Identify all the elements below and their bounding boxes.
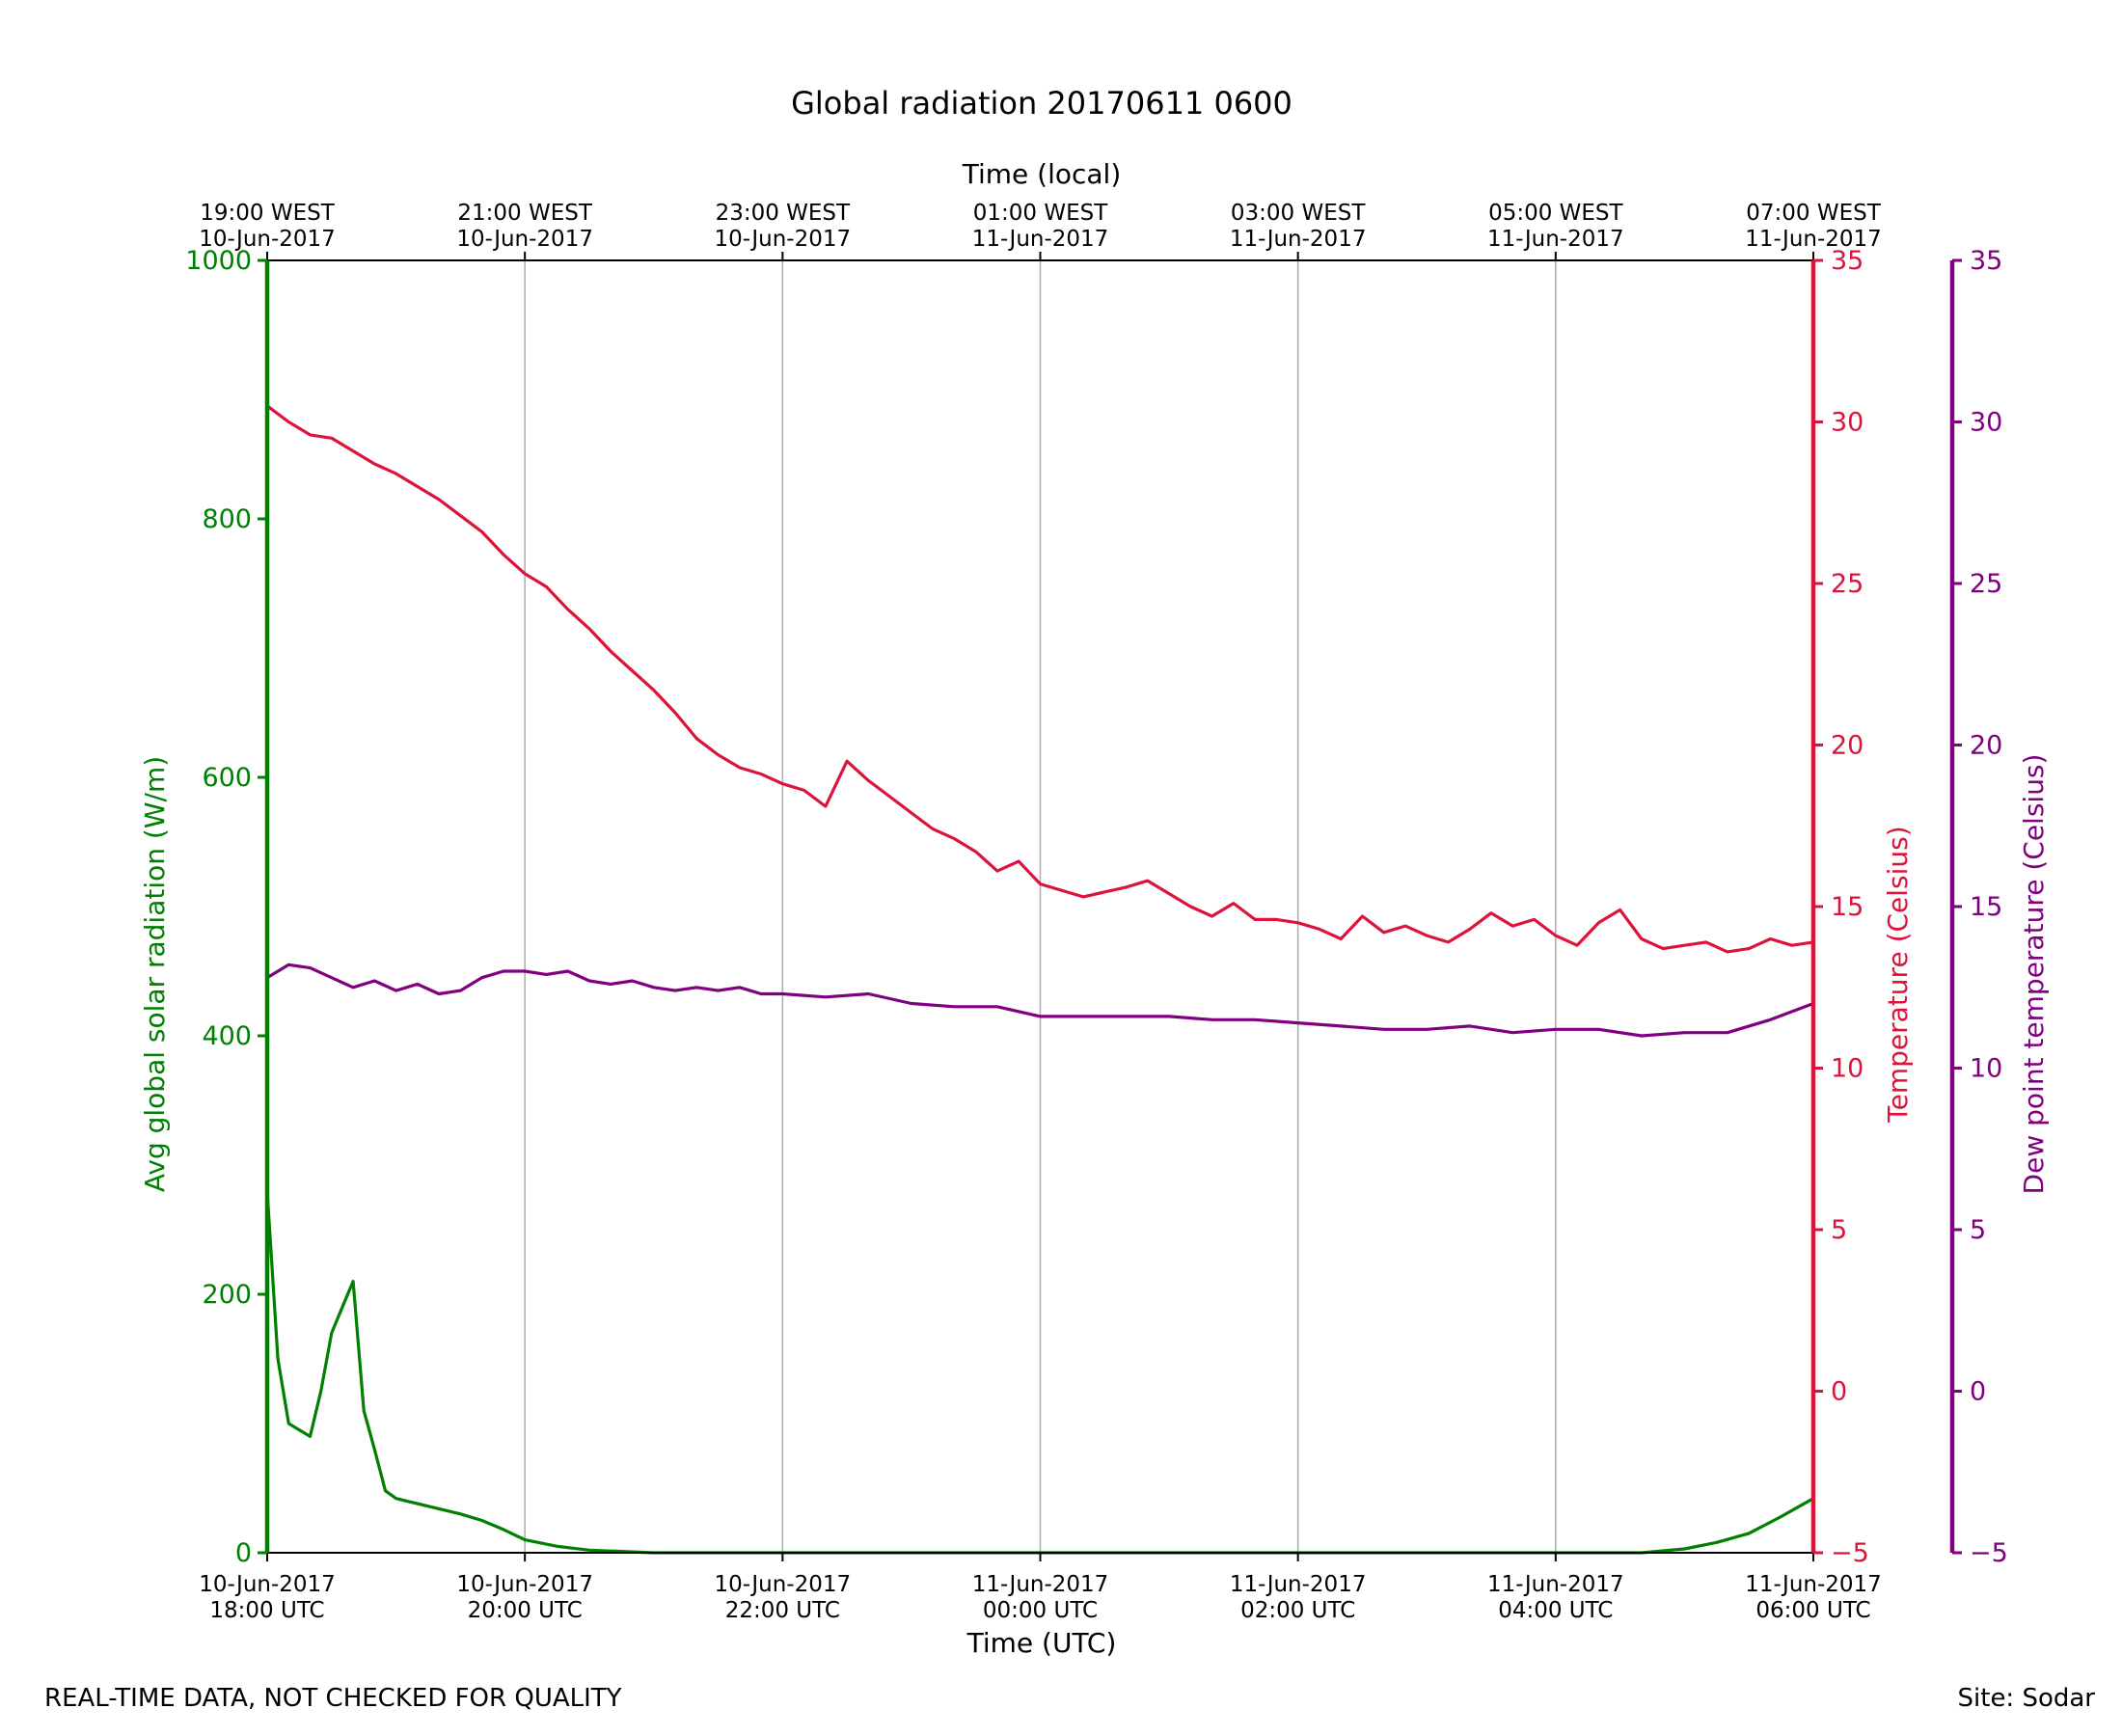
y-axis-dewpoint-label: Dew point temperature (Celsius) [2018, 754, 2050, 1195]
x-tick-label-utc-time: 00:00 UTC [983, 1598, 1098, 1623]
y-tick-label-dewpoint: 5 [1970, 1215, 1986, 1245]
y-tick-label-dewpoint: 35 [1970, 246, 2002, 276]
x-tick-label-utc-time: 06:00 UTC [1755, 1598, 1870, 1623]
y-tick-label-temperature: 30 [1831, 408, 1864, 438]
x-tick-label-local-date: 11-Jun-2017 [1487, 227, 1624, 252]
y-tick-label-temperature: 35 [1831, 246, 1864, 276]
y-tick-label-radiation: 600 [202, 763, 252, 793]
series-line-temperature [265, 404, 1815, 954]
x-tick-label-local-time: 21:00 WEST [457, 201, 592, 226]
y-tick-label-dewpoint: −5 [1970, 1538, 2008, 1568]
y-tick-label-dewpoint: 30 [1970, 408, 2002, 438]
y-tick-label-radiation: 800 [202, 504, 252, 534]
x-tick-label-local-time: 23:00 WEST [716, 201, 851, 226]
y-tick-label-dewpoint: 15 [1970, 892, 2002, 922]
x-tick-label-utc-date: 11-Jun-2017 [1230, 1572, 1367, 1597]
y-tick-label-radiation: 0 [235, 1538, 252, 1568]
y-tick-label-temperature: 25 [1831, 569, 1864, 599]
y-tick-label-temperature: 0 [1831, 1377, 1847, 1407]
y-tick-label-temperature: 15 [1831, 892, 1864, 922]
x-tick-label-local-date: 10-Jun-2017 [715, 227, 852, 252]
x-tick-label-local-time: 05:00 WEST [1488, 201, 1623, 226]
x-tick-label-local-date: 10-Jun-2017 [456, 227, 593, 252]
y-tick-label-radiation: 400 [202, 1021, 252, 1051]
site-label: Site: Sodar [1957, 1684, 2095, 1713]
x-tick-label-utc-date: 11-Jun-2017 [1487, 1572, 1624, 1597]
y-tick-label-temperature: 20 [1831, 731, 1864, 761]
x-tick-label-utc-date: 11-Jun-2017 [972, 1572, 1109, 1597]
x-tick-label-utc-date: 10-Jun-2017 [456, 1572, 593, 1597]
series-line-dewpoint [265, 963, 1815, 1038]
y-tick-label-temperature: −5 [1831, 1538, 1869, 1568]
x-tick-label-local-time: 01:00 WEST [973, 201, 1108, 226]
grid [524, 260, 1557, 1553]
y-tick-label-temperature: 5 [1831, 1215, 1847, 1245]
x-tick-label-local-time: 19:00 WEST [200, 201, 335, 226]
quality-note: REAL-TIME DATA, NOT CHECKED FOR QUALITY [44, 1684, 622, 1713]
x-tick-label-local-time: 03:00 WEST [1231, 201, 1366, 226]
x-tick-label-utc-time: 20:00 UTC [468, 1598, 583, 1623]
y-tick-label-dewpoint: 0 [1970, 1377, 1986, 1407]
y-axis-radiation-label: Avg global solar radiation (W/m) [139, 756, 171, 1192]
x-tick-label-utc-time: 22:00 UTC [725, 1598, 840, 1623]
y-axis-temperature-label: Temperature (Celsius) [1882, 826, 1914, 1123]
y-tick-label-dewpoint: 10 [1970, 1054, 2002, 1084]
x-tick-label-local-date: 10-Jun-2017 [199, 227, 336, 252]
x-tick-label-local-date: 11-Jun-2017 [972, 227, 1109, 252]
y-tick-label-dewpoint: 25 [1970, 569, 2002, 599]
x-tick-label-utc-date: 10-Jun-2017 [199, 1572, 336, 1597]
x-tick-label-utc-time: 02:00 UTC [1240, 1598, 1355, 1623]
chart-title: Global radiation 20170611 0600 [791, 85, 1292, 122]
y-tick-label-dewpoint: 20 [1970, 731, 2002, 761]
x-tick-label-local-time: 07:00 WEST [1746, 201, 1881, 226]
y-ticks: 0 200 400 600 800 1000 −5 0 5 10 15 20 25 30 35 −5 0 5 10 1… [185, 246, 2008, 1568]
x-tick-label-local-date: 11-Jun-2017 [1230, 227, 1367, 252]
x-tick-label-utc-time: 18:00 UTC [209, 1598, 324, 1623]
x-tick-label-utc-date: 10-Jun-2017 [715, 1572, 852, 1597]
y-tick-label-radiation: 200 [202, 1280, 252, 1310]
y-tick-label-temperature: 10 [1831, 1054, 1864, 1084]
x-tick-label-local-date: 11-Jun-2017 [1745, 227, 1882, 252]
x-axis-top-label: Time (local) [962, 158, 1122, 190]
x-axis-bottom-label: Time (UTC) [966, 1627, 1117, 1659]
x-tick-label-utc-time: 04:00 UTC [1498, 1598, 1613, 1623]
y-tick-label-radiation: 1000 [185, 246, 252, 276]
x-tick-label-utc-date: 11-Jun-2017 [1745, 1572, 1882, 1597]
